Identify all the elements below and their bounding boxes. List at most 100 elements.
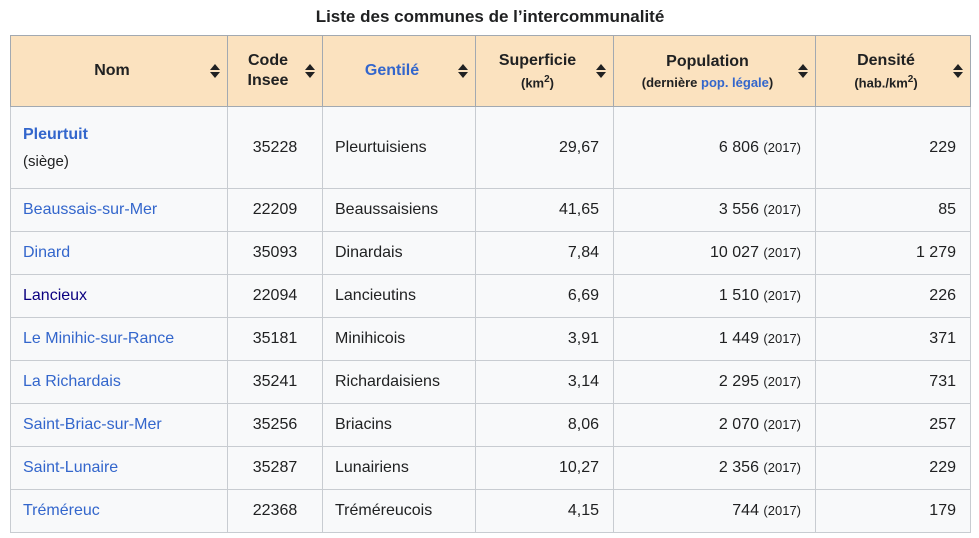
- cell-code-insee: 35256: [227, 403, 323, 447]
- cell-gentile: Tréméreucois: [322, 489, 476, 533]
- cell-superficie: 10,27: [475, 446, 614, 490]
- cell-superficie: 3,91: [475, 317, 614, 361]
- column-sublabel: (dernière pop. légale): [622, 75, 793, 91]
- sublabel-superscript: 2: [907, 74, 914, 86]
- cell-nom: Pleurtuit (siège): [10, 106, 228, 189]
- cell-code-insee: 35228: [227, 106, 323, 189]
- cell-densite: 371: [815, 317, 971, 361]
- page-title: Liste des communes de l’intercommunalité: [315, 7, 665, 26]
- sort-both-icon[interactable]: [596, 64, 606, 78]
- cell-densite: 731: [815, 360, 971, 404]
- population-year: (2017): [763, 288, 801, 303]
- population-value: 744: [732, 502, 759, 519]
- population-value: 6 806: [718, 138, 759, 156]
- sublabel-text: ): [549, 75, 555, 91]
- population-year: (2017): [763, 245, 801, 260]
- cell-gentile: Pleurtuisiens: [322, 106, 476, 189]
- population-year: (2017): [763, 139, 801, 155]
- table-row: Saint-Lunaire 35287 Lunairiens 10,27 2 356 (…: [10, 446, 971, 490]
- table-row: Saint-Briac-sur-Mer 35256 Briacins 8,06 2 07…: [10, 403, 971, 447]
- cell-superficie: 3,14: [475, 360, 614, 404]
- column-label: Densité: [857, 52, 915, 70]
- column-label-link[interactable]: Gentilé: [364, 62, 420, 79]
- cell-densite: 229: [815, 446, 971, 490]
- cell-densite: 179: [815, 489, 971, 533]
- cell-gentile: Richardaisiens: [322, 360, 476, 404]
- column-header-population[interactable]: Population (dernière pop. légale): [613, 35, 816, 107]
- table-header: Nom Code Insee Gentilé Superficie (km2) Popul…: [10, 35, 971, 107]
- column-header-code-insee[interactable]: Code Insee: [227, 35, 323, 107]
- commune-link[interactable]: Dinard: [23, 244, 71, 261]
- cell-nom: Tréméreuc: [10, 489, 228, 533]
- cell-gentile: Dinardais: [322, 231, 476, 275]
- population-year: (2017): [763, 374, 801, 389]
- column-header-densite[interactable]: Densité (hab./km2): [815, 35, 971, 107]
- commune-link[interactable]: La Richardais: [23, 373, 121, 390]
- cell-superficie: 4,15: [475, 489, 614, 533]
- commune-link[interactable]: Tréméreuc: [23, 502, 100, 519]
- cell-superficie: 41,65: [475, 188, 614, 232]
- table-row: Le Minihic-sur-Rance 35181 Minihicois 3,91 1…: [10, 317, 971, 361]
- cell-population: 2 070 (2017): [613, 403, 816, 447]
- population-value: 2 356: [718, 459, 759, 476]
- sublabel-text: (dernière: [641, 74, 701, 90]
- table-row: Beaussais-sur-Mer 22209 Beaussaisiens 41,65…: [10, 188, 971, 232]
- cell-population: 3 556 (2017): [613, 188, 816, 232]
- commune-link[interactable]: Saint-Lunaire: [23, 459, 119, 476]
- cell-densite: 229: [815, 106, 971, 189]
- sublabel-text: ): [913, 75, 918, 91]
- sort-both-icon[interactable]: [305, 64, 315, 78]
- sort-both-icon[interactable]: [798, 64, 808, 78]
- sublabel-link[interactable]: pop. légale: [701, 74, 769, 90]
- cell-code-insee: 22094: [227, 274, 323, 318]
- cell-nom: Lancieux: [10, 274, 228, 318]
- sublabel-text: ): [768, 74, 774, 90]
- population-value: 3 556: [718, 201, 759, 218]
- cell-superficie: 7,84: [475, 231, 614, 275]
- column-sublabel: (hab./km2): [824, 74, 948, 91]
- population-value: 10 027: [710, 244, 759, 261]
- sort-both-icon[interactable]: [458, 64, 468, 78]
- population-year: (2017): [763, 331, 801, 346]
- column-label: Gentilé: [331, 61, 453, 81]
- column-header-nom[interactable]: Nom: [10, 35, 228, 107]
- commune-link[interactable]: Saint-Briac-sur-Mer: [23, 416, 162, 433]
- cell-gentile: Lancieutins: [322, 274, 476, 318]
- cell-code-insee: 35181: [227, 317, 323, 361]
- table-row: Lancieux 22094 Lancieutins 6,69 1 510 (2017)…: [10, 274, 971, 318]
- column-header-superficie[interactable]: Superficie (km2): [475, 35, 614, 107]
- column-label: Superficie: [498, 52, 577, 70]
- commune-link[interactable]: Lancieux: [23, 287, 88, 304]
- cell-population: 2 356 (2017): [613, 446, 816, 490]
- cell-code-insee: 22368: [227, 489, 323, 533]
- population-value: 2 070: [718, 416, 759, 433]
- table-row: La Richardais 35241 Richardaisiens 3,14 2 29…: [10, 360, 971, 404]
- column-label: Population: [666, 52, 749, 70]
- cell-superficie: 8,06: [475, 403, 614, 447]
- sort-both-icon[interactable]: [210, 64, 220, 78]
- population-year: (2017): [763, 417, 801, 432]
- commune-link[interactable]: Pleurtuit: [23, 125, 88, 143]
- column-header-gentile[interactable]: Gentilé: [322, 35, 476, 107]
- population-value: 1 510: [718, 287, 759, 304]
- commune-link[interactable]: Le Minihic-sur-Rance: [23, 330, 175, 347]
- cell-code-insee: 35287: [227, 446, 323, 490]
- cell-superficie: 29,67: [475, 106, 614, 189]
- cell-densite: 226: [815, 274, 971, 318]
- cell-population: 2 295 (2017): [613, 360, 816, 404]
- table-row: Dinard 35093 Dinardais 7,84 10 027 (2017) 1 2…: [10, 231, 971, 275]
- cell-population: 1 449 (2017): [613, 317, 816, 361]
- column-label: Nom: [94, 62, 130, 79]
- population-year: (2017): [763, 460, 801, 475]
- sort-both-icon[interactable]: [953, 64, 963, 78]
- cell-code-insee: 35093: [227, 231, 323, 275]
- cell-gentile: Lunairiens: [322, 446, 476, 490]
- sublabel-text: (hab./km: [854, 75, 908, 91]
- commune-link[interactable]: Beaussais-sur-Mer: [23, 201, 158, 218]
- cell-gentile: Minihicois: [322, 317, 476, 361]
- cell-code-insee: 22209: [227, 188, 323, 232]
- cell-superficie: 6,69: [475, 274, 614, 318]
- cell-nom: La Richardais: [10, 360, 228, 404]
- cell-population: 744 (2017): [613, 489, 816, 533]
- cell-densite: 1 279: [815, 231, 971, 275]
